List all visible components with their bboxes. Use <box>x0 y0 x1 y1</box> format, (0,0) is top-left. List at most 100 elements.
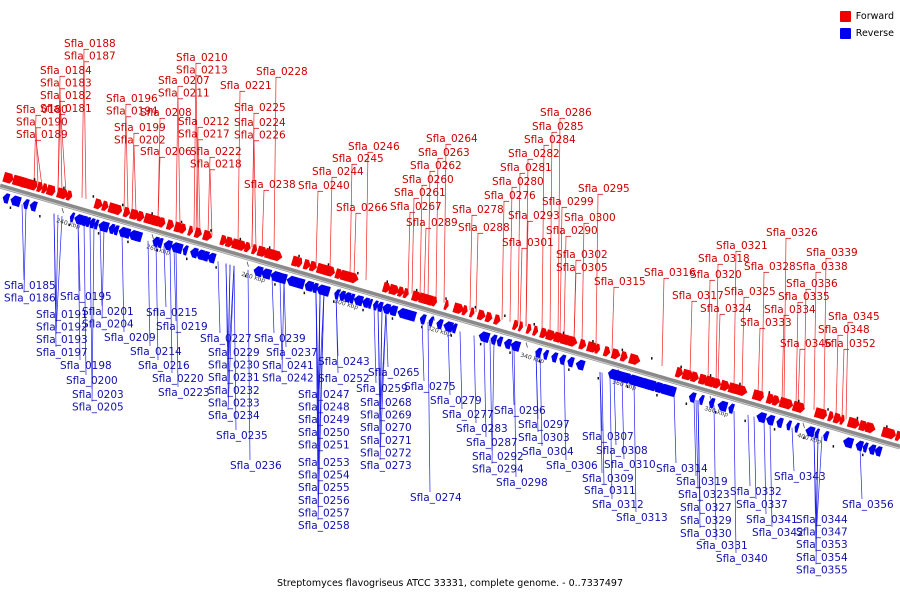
forward-gene-feature[interactable] <box>308 260 319 273</box>
gene-label-sfla-0238[interactable]: Sfla_0238 <box>244 179 296 191</box>
forward-gene-feature[interactable] <box>539 327 549 339</box>
forward-gene-feature[interactable] <box>179 223 187 234</box>
gene-label-sfla-0249[interactable]: Sfla_0249 <box>298 414 350 426</box>
forward-gene-feature[interactable] <box>610 348 622 360</box>
reverse-gene-feature[interactable] <box>427 316 435 327</box>
gene-label-sfla-0288[interactable]: Sfla_0288 <box>458 222 510 234</box>
gene-label-sfla-0331[interactable]: Sfla_0331 <box>696 540 748 552</box>
reverse-gene-feature[interactable] <box>206 252 217 264</box>
forward-gene-feature[interactable] <box>296 257 304 268</box>
reverse-gene-feature[interactable] <box>442 320 455 333</box>
forward-gene-feature[interactable] <box>511 319 520 331</box>
gene-label-sfla-0290[interactable]: Sfla_0290 <box>546 225 598 237</box>
gene-label-sfla-0226[interactable]: Sfla_0226 <box>234 130 286 142</box>
forward-gene-feature[interactable] <box>302 258 312 271</box>
gene-label-sfla-0346[interactable]: Sfla_0346 <box>780 338 832 350</box>
gene-label-sfla-0354[interactable]: Sfla_0354 <box>796 552 848 564</box>
reverse-gene-feature[interactable] <box>489 334 498 346</box>
forward-gene-feature[interactable] <box>93 198 104 210</box>
gene-label-sfla-0184[interactable]: Sfla_0184 <box>40 65 92 77</box>
gene-label-sfla-0314[interactable]: Sfla_0314 <box>656 463 708 475</box>
forward-gene-feature[interactable] <box>628 353 642 366</box>
gene-label-sfla-0305[interactable]: Sfla_0305 <box>556 262 608 274</box>
reverse-gene-feature[interactable] <box>93 219 100 230</box>
forward-gene-feature[interactable] <box>202 229 214 242</box>
gene-label-sfla-0199[interactable]: Sfla_0199 <box>114 122 166 134</box>
reverse-gene-feature[interactable] <box>162 239 174 252</box>
gene-label-sfla-0225[interactable]: Sfla_0225 <box>234 102 286 114</box>
gene-label-sfla-0292[interactable]: Sfla_0292 <box>472 451 524 463</box>
reverse-gene-feature[interactable] <box>873 445 883 457</box>
reverse-gene-feature[interactable] <box>375 301 384 313</box>
forward-gene-feature[interactable] <box>250 243 259 255</box>
gene-label-sfla-0265[interactable]: Sfla_0265 <box>368 367 420 379</box>
forward-gene-feature[interactable] <box>712 377 723 390</box>
gene-label-sfla-0320[interactable]: Sfla_0320 <box>690 269 742 281</box>
gene-label-sfla-0296[interactable]: Sfla_0296 <box>494 405 546 417</box>
reverse-gene-feature[interactable] <box>813 428 821 439</box>
gene-label-sfla-0282[interactable]: Sfla_0282 <box>508 148 560 160</box>
reverse-gene-feature[interactable] <box>688 391 697 403</box>
gene-label-sfla-0326[interactable]: Sfla_0326 <box>766 227 818 239</box>
gene-label-sfla-0239[interactable]: Sfla_0239 <box>254 333 306 345</box>
gene-label-sfla-0337[interactable]: Sfla_0337 <box>736 499 788 511</box>
gene-label-sfla-0287[interactable]: Sfla_0287 <box>466 437 518 449</box>
reverse-gene-feature[interactable] <box>775 417 784 429</box>
gene-label-sfla-0190[interactable]: Sfla_0190 <box>16 117 68 129</box>
gene-label-sfla-0325[interactable]: Sfla_0325 <box>724 286 776 298</box>
reverse-gene-feature[interactable] <box>418 313 427 325</box>
forward-gene-feature[interactable] <box>461 304 469 316</box>
gene-label-sfla-0187[interactable]: Sfla_0187 <box>64 51 116 63</box>
forward-gene-feature[interactable] <box>578 338 587 351</box>
forward-gene-feature[interactable] <box>270 249 284 263</box>
forward-gene-feature[interactable] <box>796 402 806 414</box>
forward-gene-feature[interactable] <box>468 307 476 318</box>
legend-forward[interactable]: Forward <box>839 8 894 25</box>
gene-label-sfla-0262[interactable]: Sfla_0262 <box>410 160 462 172</box>
gene-label-sfla-0218[interactable]: Sfla_0218 <box>190 159 242 171</box>
reverse-gene-feature[interactable] <box>716 400 729 413</box>
gene-label-sfla-0234[interactable]: Sfla_0234 <box>208 410 260 422</box>
gene-label-sfla-0328[interactable]: Sfla_0328 <box>744 261 796 273</box>
gene-label-sfla-0270[interactable]: Sfla_0270 <box>360 422 412 434</box>
gene-label-sfla-0293[interactable]: Sfla_0293 <box>508 210 560 222</box>
gene-label-sfla-0286[interactable]: Sfla_0286 <box>540 107 592 119</box>
gene-label-sfla-0309[interactable]: Sfla_0309 <box>582 473 634 485</box>
gene-label-sfla-0352[interactable]: Sfla_0352 <box>824 338 876 350</box>
gene-label-sfla-0264[interactable]: Sfla_0264 <box>426 133 478 145</box>
reverse-gene-feature[interactable] <box>405 309 417 322</box>
gene-label-sfla-0323[interactable]: Sfla_0323 <box>678 489 730 501</box>
gene-label-sfla-0277[interactable]: Sfla_0277 <box>442 409 494 421</box>
gene-label-sfla-0306[interactable]: Sfla_0306 <box>546 460 598 472</box>
reverse-gene-feature[interactable] <box>338 290 347 302</box>
forward-gene-feature[interactable] <box>887 428 898 441</box>
gene-label-sfla-0183[interactable]: Sfla_0183 <box>40 78 92 90</box>
gene-label-sfla-0301[interactable]: Sfla_0301 <box>502 237 554 249</box>
gene-label-sfla-0229[interactable]: Sfla_0229 <box>208 347 260 359</box>
forward-gene-feature[interactable] <box>243 241 252 253</box>
forward-gene-feature[interactable] <box>31 180 39 191</box>
gene-label-sfla-0185[interactable]: Sfla_0185 <box>4 280 56 292</box>
forward-gene-feature[interactable] <box>719 379 732 392</box>
reverse-gene-feature[interactable] <box>450 323 458 334</box>
gene-label-sfla-0279[interactable]: Sfla_0279 <box>430 395 482 407</box>
forward-gene-feature[interactable] <box>237 240 248 252</box>
gene-label-sfla-0243[interactable]: Sfla_0243 <box>318 356 370 368</box>
gene-label-sfla-0235[interactable]: Sfla_0235 <box>216 430 268 442</box>
gene-label-sfla-0216[interactable]: Sfla_0216 <box>138 360 190 372</box>
gene-label-sfla-0182[interactable]: Sfla_0182 <box>40 90 92 102</box>
reverse-gene-feature[interactable] <box>112 224 120 236</box>
gene-label-sfla-0212[interactable]: Sfla_0212 <box>178 116 230 128</box>
gene-label-sfla-0244[interactable]: Sfla_0244 <box>312 166 364 178</box>
reverse-gene-feature[interactable] <box>861 442 869 453</box>
gene-label-sfla-0251[interactable]: Sfla_0251 <box>298 439 350 451</box>
gene-label-sfla-0198[interactable]: Sfla_0198 <box>60 360 112 372</box>
reverse-gene-feature[interactable] <box>324 286 331 297</box>
gene-label-sfla-0201[interactable]: Sfla_0201 <box>82 306 134 318</box>
gene-label-sfla-0267[interactable]: Sfla_0267 <box>390 201 442 213</box>
gene-label-sfla-0197[interactable]: Sfla_0197 <box>36 347 88 359</box>
gene-label-sfla-0272[interactable]: Sfla_0272 <box>360 447 412 459</box>
gene-label-sfla-0236[interactable]: Sfla_0236 <box>230 460 282 472</box>
reverse-gene-feature[interactable] <box>333 288 341 300</box>
forward-gene-feature[interactable] <box>388 283 401 296</box>
